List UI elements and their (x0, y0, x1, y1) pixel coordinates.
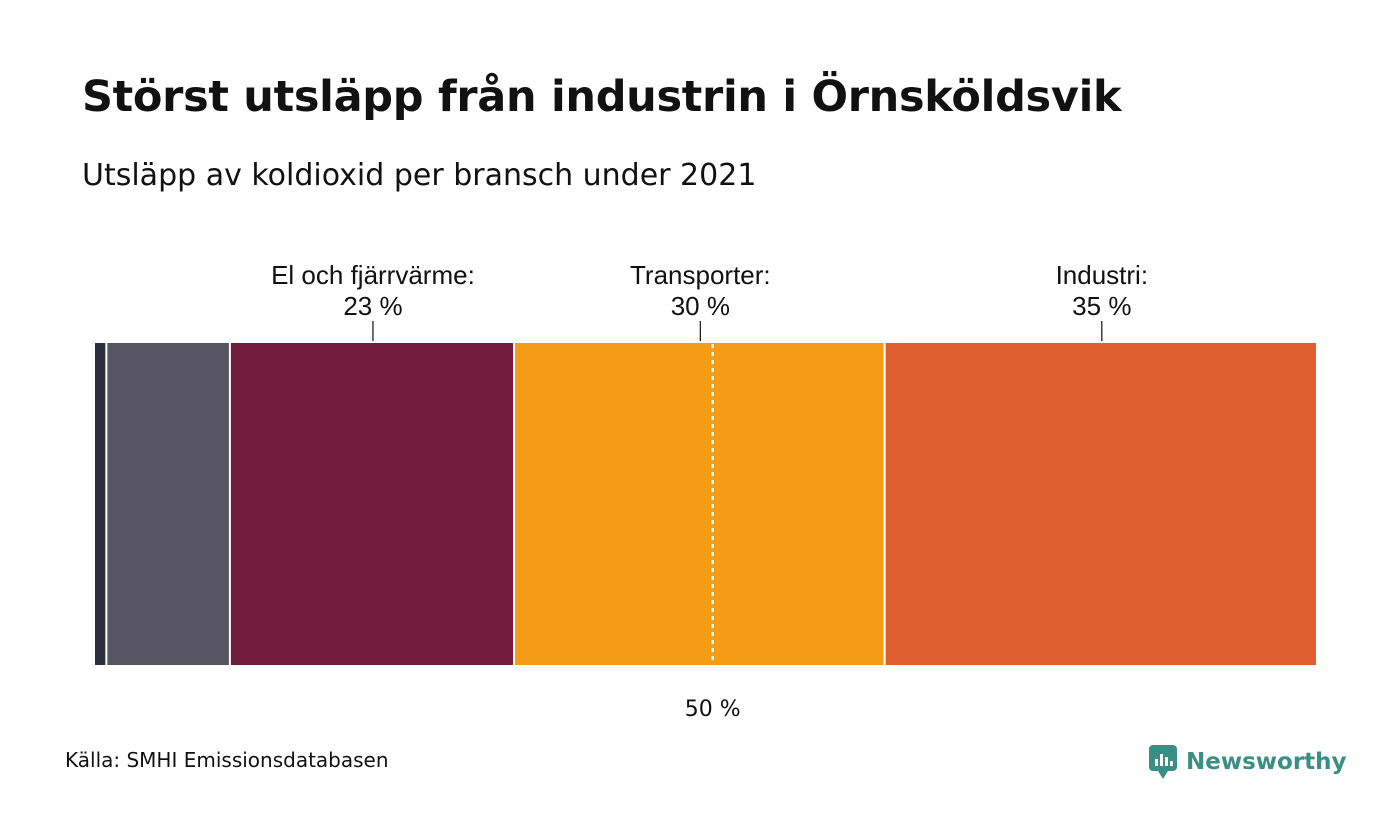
brand-name: Newsworthy (1186, 749, 1347, 775)
bar-segment-1 (107, 343, 229, 665)
segment-value-label-2: 23 % (343, 291, 402, 321)
segment-value-label-4: 35 % (1072, 291, 1131, 321)
segment-label-4: Industri: (1056, 260, 1149, 290)
stacked-bar-chart: El och fjärrvärme:23 % Transporter:30 % In… (95, 260, 1316, 722)
reference-line-label: 50 % (685, 697, 741, 722)
chart-subtitle: Utsläpp av koldioxid per bransch under 2… (82, 158, 757, 193)
segment-label-2: El och fjärrvärme: (271, 260, 475, 290)
newsworthy-logo-icon (1149, 745, 1177, 779)
bar-segment-4 (885, 343, 1316, 665)
segment-label-3: Transporter: (630, 260, 771, 290)
bar-segment-0 (95, 343, 106, 665)
bar-segment-2 (230, 343, 514, 665)
chart-title: Störst utsläpp från industrin i Örnsköld… (82, 72, 1122, 122)
bar-segment-3 (515, 343, 884, 665)
source-note: Källa: SMHI Emissionsdatabasen (65, 748, 389, 772)
brand-logo: Newsworthy (1148, 744, 1347, 780)
segment-value-label-3: 30 % (671, 291, 730, 321)
